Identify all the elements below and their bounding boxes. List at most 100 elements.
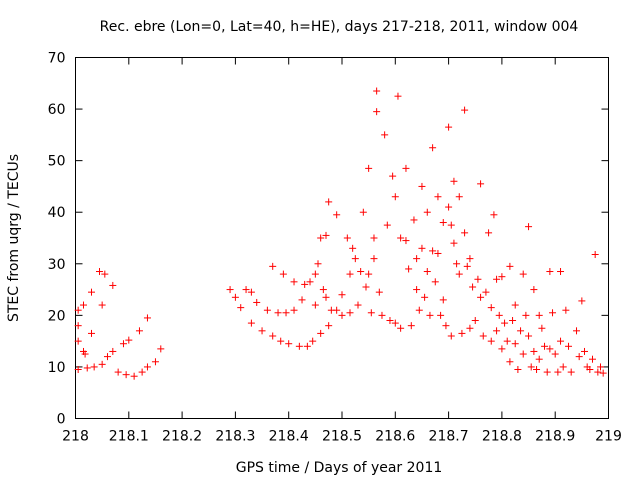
data-point xyxy=(370,234,378,242)
data-point xyxy=(125,336,133,344)
data-point xyxy=(301,280,309,288)
data-point xyxy=(429,247,437,255)
data-point xyxy=(314,260,322,268)
x-tick-label: 218.8 xyxy=(482,429,522,445)
data-point xyxy=(109,347,117,355)
data-point xyxy=(402,237,410,245)
data-point xyxy=(290,306,298,314)
data-point xyxy=(471,317,479,325)
data-point xyxy=(511,340,519,348)
data-point xyxy=(581,347,589,355)
y-tick-label: 0 xyxy=(57,412,66,428)
data-point xyxy=(533,366,541,374)
data-point xyxy=(103,353,111,361)
data-point xyxy=(143,363,151,371)
data-point xyxy=(303,342,311,350)
data-point xyxy=(333,306,341,314)
data-point xyxy=(455,270,463,278)
data-point xyxy=(413,286,421,294)
data-point xyxy=(437,311,445,319)
data-point xyxy=(375,288,383,296)
data-point xyxy=(597,363,605,371)
data-point xyxy=(519,270,527,278)
y-tick-label: 20 xyxy=(48,308,66,324)
data-point xyxy=(258,327,266,335)
data-point xyxy=(466,324,474,332)
data-point xyxy=(373,108,381,116)
data-point xyxy=(493,275,501,283)
data-point xyxy=(87,288,95,296)
data-point xyxy=(439,219,447,227)
data-point xyxy=(333,211,341,219)
data-point xyxy=(394,92,402,100)
data-point xyxy=(418,182,426,190)
data-point xyxy=(469,283,477,291)
data-point xyxy=(338,311,346,319)
data-point xyxy=(79,301,87,309)
data-point xyxy=(495,311,503,319)
data-point xyxy=(591,251,599,259)
data-point xyxy=(237,304,245,312)
data-point xyxy=(98,301,106,309)
data-point xyxy=(298,296,306,304)
x-axis-ticks: 218 218.1 218.2 218.3 218.4 218.5 218.6 218.7 21… xyxy=(62,57,622,445)
y-tick-label: 70 xyxy=(48,51,66,67)
x-tick-label: 218.3 xyxy=(215,429,255,445)
data-point xyxy=(445,203,453,211)
data-point xyxy=(455,193,463,201)
data-point xyxy=(522,311,530,319)
data-point xyxy=(519,350,527,358)
data-point xyxy=(573,327,581,335)
data-point xyxy=(367,309,375,317)
data-point xyxy=(322,293,330,301)
data-point xyxy=(98,360,106,368)
data-point xyxy=(415,306,423,314)
data-point xyxy=(290,278,298,286)
data-point xyxy=(530,347,538,355)
data-point xyxy=(429,144,437,152)
data-point xyxy=(477,293,485,301)
x-tick-label: 218.2 xyxy=(162,429,202,445)
data-point xyxy=(463,262,471,270)
x-tick-label: 219 xyxy=(595,429,622,445)
data-point xyxy=(421,293,429,301)
data-point xyxy=(274,309,282,317)
data-point xyxy=(474,275,482,283)
data-point xyxy=(525,332,533,340)
data-point xyxy=(391,193,399,201)
data-point xyxy=(554,368,562,376)
data-point xyxy=(317,234,325,242)
data-point xyxy=(346,309,354,317)
data-point xyxy=(343,234,351,242)
data-point xyxy=(114,368,122,376)
data-point xyxy=(101,270,109,278)
y-tick-label: 60 xyxy=(48,102,66,118)
data-point xyxy=(538,324,546,332)
y-tick-label: 30 xyxy=(48,257,66,273)
data-point xyxy=(461,106,469,114)
data-point xyxy=(357,268,365,276)
data-point xyxy=(282,309,290,317)
data-point xyxy=(447,221,455,229)
data-point xyxy=(450,239,458,247)
data-point xyxy=(269,262,277,270)
data-point xyxy=(503,337,511,345)
data-point xyxy=(362,283,370,291)
data-point xyxy=(231,293,239,301)
data-point xyxy=(447,332,455,340)
data-point xyxy=(309,337,317,345)
data-point xyxy=(565,342,573,350)
data-point xyxy=(269,332,277,340)
data-point xyxy=(551,350,559,358)
x-tick-label: 218.9 xyxy=(535,429,575,445)
y-axis-ticks: 0 10 20 30 40 50 60 70 xyxy=(48,51,609,428)
data-point xyxy=(95,268,103,276)
data-point xyxy=(594,368,602,376)
data-point xyxy=(493,327,501,335)
data-point xyxy=(530,286,538,294)
data-point xyxy=(546,268,554,276)
data-point xyxy=(325,322,333,330)
data-point xyxy=(81,350,89,358)
data-point xyxy=(143,314,151,322)
data-point xyxy=(535,355,543,363)
